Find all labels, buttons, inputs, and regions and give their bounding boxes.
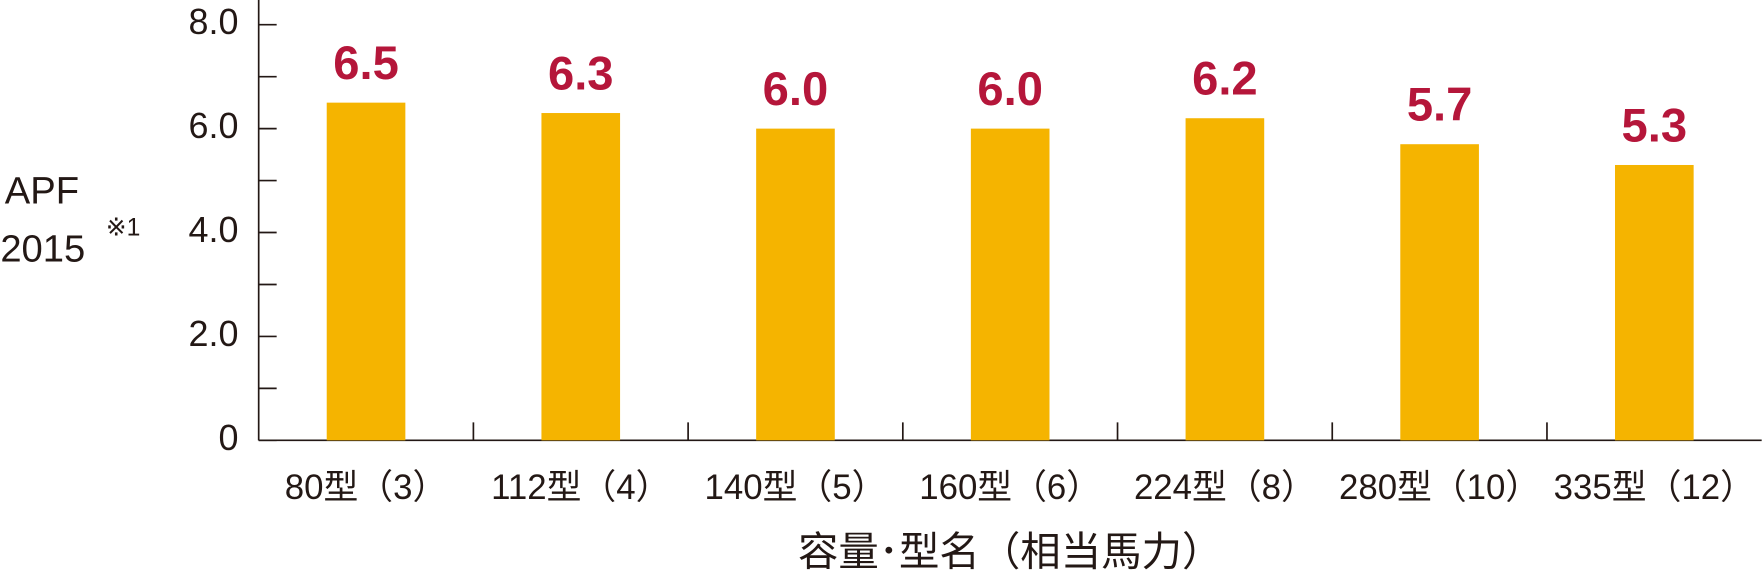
x-tick-label: 112型（4） [491,468,670,507]
bar [1185,118,1265,441]
value-label: 6.0 [977,62,1043,115]
x-axis-label: 容量･型名（相当馬力） [798,529,1222,575]
value-label: 5.7 [1407,78,1473,131]
x-tick-label: 224型（8） [1134,468,1316,507]
y-tick-label: 2.0 [188,313,238,354]
bar [1615,164,1694,441]
y-axis-label: 2015 [0,228,85,271]
y-tick-label: 0 [218,417,238,458]
y-tick-label: 8.0 [188,1,238,42]
bar [1400,144,1479,441]
y-axis-label: APF [5,169,79,212]
bar [756,128,835,441]
value-label: 6.2 [1192,52,1258,105]
x-tick-label: 140型（5） [705,468,887,507]
value-label: 6.5 [333,36,399,89]
value-label: 6.3 [548,47,614,100]
y-tick-label: 4.0 [188,209,238,250]
x-tick-label: 280型（10） [1339,468,1540,507]
y-tick-label: 6.0 [188,105,238,146]
x-tick-label: 335型（12） [1554,468,1755,507]
value-label: 5.3 [1622,98,1688,151]
bar [326,102,406,441]
value-label: 6.0 [763,62,829,115]
bar [541,113,621,441]
bar [970,128,1050,441]
x-tick-label: 160型（6） [919,468,1101,507]
x-tick-label: 80型（3） [285,468,448,507]
y-axis-note: ※1 [106,215,140,242]
